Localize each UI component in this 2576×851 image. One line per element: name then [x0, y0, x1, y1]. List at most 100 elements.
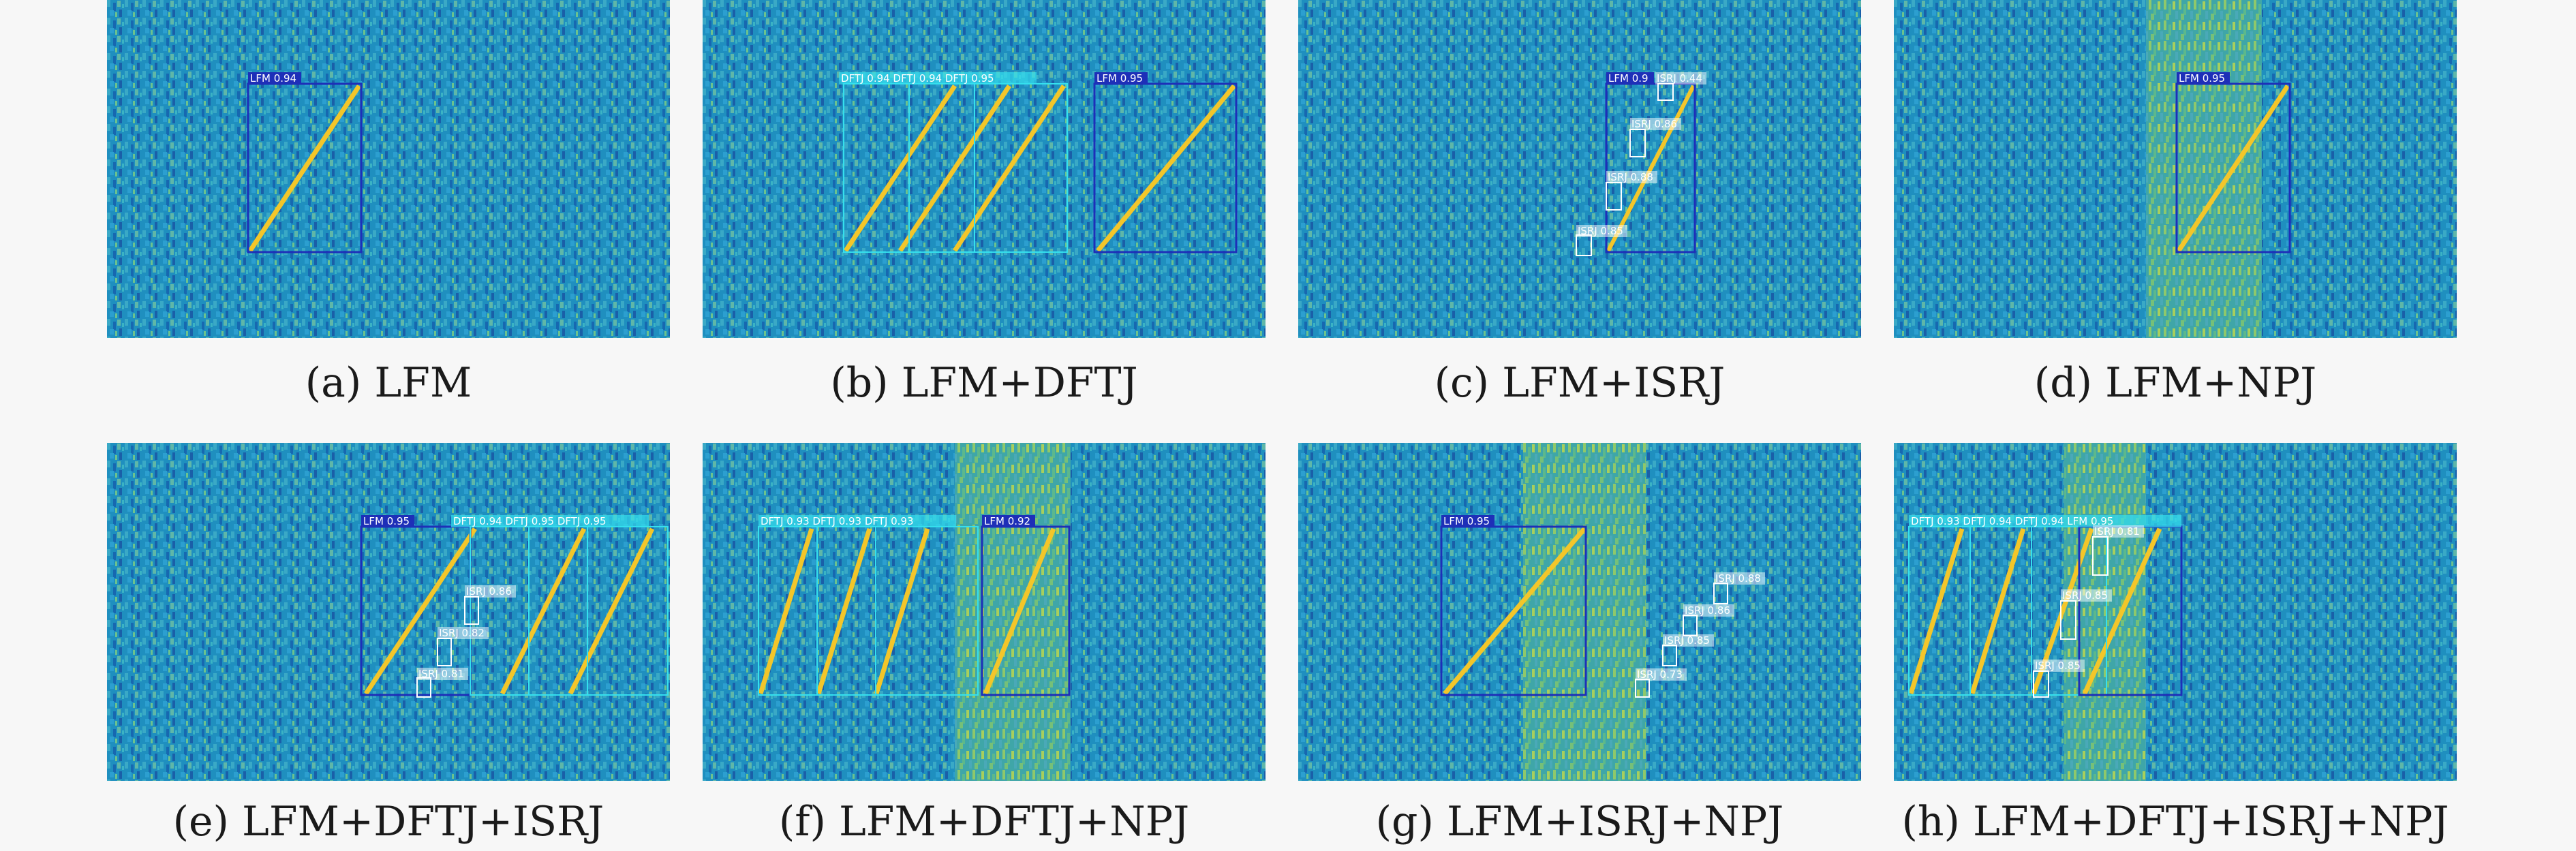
- dftj-line: [1908, 527, 1965, 695]
- detection-label: ISRJ 0.86: [466, 585, 512, 598]
- caption-e: (e) LFM+DFTJ+ISRJ: [172, 798, 604, 846]
- lfm-box: [247, 82, 363, 253]
- detection-label: ISRJ 0.85: [1578, 225, 1623, 237]
- label-bg: [1663, 634, 1714, 647]
- label-bg: [1655, 72, 1706, 84]
- detection-label: LFM 0.92: [984, 515, 1030, 527]
- detection-label: ISRJ 0.88: [1715, 572, 1761, 585]
- label-bg: [1606, 171, 1657, 183]
- lfm-chirp-line: [2177, 84, 2290, 252]
- lfm-chirp-line: [1096, 84, 1236, 253]
- caption-h: (h) LFM+DFTJ+ISRJ+NPJ: [1901, 798, 2449, 846]
- detection-label: ISRJ 0.85: [2035, 660, 2081, 672]
- npj-band: [2146, 0, 2262, 338]
- label-bg: [1441, 515, 1494, 527]
- caption-c: (c) LFM+ISRJ: [1434, 359, 1726, 407]
- lfm-chirp-line: [1606, 84, 1696, 252]
- lfm-chirp-line: [983, 527, 1056, 695]
- detection-label: LFM 0.9: [1608, 72, 1649, 84]
- dftj-line: [500, 527, 587, 695]
- panel-e: LFM 0.95 DFTJ 0.94 DFTJ 0.95 DFTJ 0.95 I…: [107, 443, 670, 781]
- spectrogram-f: DFTJ 0.93 DFTJ 0.93 DFTJ 0.93 LFM 0.92: [703, 443, 1266, 781]
- panel-a: LFM 0.94: [107, 0, 670, 338]
- caption-f: (f) LFM+DFTJ+NPJ: [778, 798, 1190, 846]
- panel-c: LFM 0.9 ISRJ 0.44 ISRJ 0.86 ISRJ 0.88 IS…: [1298, 0, 1861, 338]
- detection-label: DFTJ 0.93 DFTJ 0.94 DFTJ 0.94 LFM 0.95: [1911, 515, 2113, 527]
- label-bg: [438, 627, 489, 639]
- caption-d: (d) LFM+NPJ: [2034, 359, 2317, 407]
- label-bg: [2034, 660, 2085, 672]
- caption-b: (b) LFM+DFTJ: [830, 359, 1138, 407]
- dftj-line: [568, 527, 655, 695]
- label-bg: [417, 668, 468, 680]
- lfm-chirp-line: [1443, 527, 1586, 696]
- label-bg: [1714, 572, 1765, 585]
- panel-b: DFTJ 0.94 DFTJ 0.94 DFTJ 0.95 LFM 0.95: [703, 0, 1266, 338]
- label-bg: [1909, 515, 2181, 527]
- dftj-line: [953, 84, 1066, 252]
- spectrogram-c: LFM 0.9 ISRJ 0.44 ISRJ 0.86 ISRJ 0.88 IS…: [1298, 0, 1861, 338]
- spectrogram-b: DFTJ 0.94 DFTJ 0.94 DFTJ 0.95 LFM 0.95: [703, 0, 1266, 338]
- detection-label: ISRJ 0.85: [2062, 589, 2108, 602]
- spectrogram-e: LFM 0.95 DFTJ 0.94 DFTJ 0.95 DFTJ 0.95 I…: [107, 443, 670, 781]
- detection-label: ISRJ 0.44: [1657, 72, 1702, 84]
- spectrogram-h: DFTJ 0.93 DFTJ 0.94 DFTJ 0.94 LFM 0.95 I…: [1894, 443, 2457, 781]
- detection-label: ISRJ 0.81: [418, 668, 464, 680]
- label-bg: [248, 72, 301, 84]
- npj-band: [2064, 443, 2146, 781]
- panel-f: DFTJ 0.93 DFTJ 0.93 DFTJ 0.93 LFM 0.92: [703, 443, 1266, 781]
- detection-label: LFM 0.95: [363, 515, 410, 527]
- detection-label: ISRJ 0.82: [439, 627, 485, 639]
- dftj-line: [898, 84, 1011, 252]
- label-bg: [2177, 72, 2230, 84]
- detection-label: LFM 0.95: [1443, 515, 1490, 527]
- detection-label: LFM 0.95: [2179, 72, 2225, 84]
- label-bg: [465, 585, 516, 598]
- label-bg: [839, 72, 1037, 84]
- label-bg: [2093, 525, 2144, 538]
- npj-band: [1523, 443, 1646, 781]
- detection-label: ISRJ 0.81: [2094, 525, 2140, 538]
- dftj-line: [844, 84, 957, 252]
- dftj-line: [758, 527, 814, 695]
- label-bg: [1683, 604, 1734, 617]
- caption-a: (a) LFM: [305, 359, 472, 407]
- lfm-chirp-line: [2082, 527, 2162, 695]
- spectrogram-d: LFM 0.95: [1894, 0, 2457, 338]
- detection-label: ISRJ 0.73: [1637, 668, 1683, 681]
- lfm-chirp-line: [248, 84, 361, 252]
- panel-g: LFM 0.95 ISRJ 0.88 ISRJ 0.86 ISRJ 0.85 I…: [1298, 443, 1861, 781]
- label-bg: [361, 515, 414, 527]
- spectrogram-g: LFM 0.95 ISRJ 0.88 ISRJ 0.86 ISRJ 0.85 I…: [1298, 443, 1861, 781]
- dftj-line: [874, 527, 930, 695]
- detection-label: DFTJ 0.94 DFTJ 0.95 DFTJ 0.95: [453, 515, 607, 527]
- label-bg: [451, 515, 649, 527]
- detection-label: ISRJ 0.85: [1664, 634, 1710, 647]
- label-bg: [1636, 668, 1687, 681]
- dftj-line: [1969, 527, 2026, 695]
- label-bg: [758, 515, 956, 527]
- lfm-chirp-line: [364, 527, 477, 695]
- detection-label: LFM 0.94: [250, 72, 296, 84]
- label-bg: [1606, 72, 1654, 84]
- detection-label: ISRJ 0.88: [1608, 171, 1653, 183]
- detection-label: ISRJ 0.86: [1631, 118, 1677, 130]
- label-bg: [1094, 72, 1148, 84]
- dftj-line: [816, 527, 872, 695]
- label-bg: [982, 515, 1035, 527]
- label-bg: [1630, 118, 1681, 130]
- lfm-box: [2175, 82, 2291, 253]
- panel-d: LFM 0.95: [1894, 0, 2457, 338]
- detection-label: DFTJ 0.93 DFTJ 0.93 DFTJ 0.93: [761, 515, 914, 527]
- npj-band: [955, 443, 1071, 781]
- label-bg: [1576, 225, 1627, 237]
- lfm-box: [1440, 525, 1587, 696]
- label-bg: [2061, 589, 2112, 602]
- detection-label: LFM 0.95: [1097, 72, 1143, 84]
- detection-label: ISRJ 0.86: [1685, 604, 1730, 617]
- detection-label: DFTJ 0.94 DFTJ 0.94 DFTJ 0.95: [841, 72, 994, 84]
- spectrogram-a: LFM 0.94: [107, 0, 670, 338]
- caption-g: (g) LFM+ISRJ+NPJ: [1375, 798, 1784, 846]
- panel-h: DFTJ 0.93 DFTJ 0.94 DFTJ 0.94 LFM 0.95 I…: [1894, 443, 2457, 781]
- lfm-box: [1093, 82, 1238, 253]
